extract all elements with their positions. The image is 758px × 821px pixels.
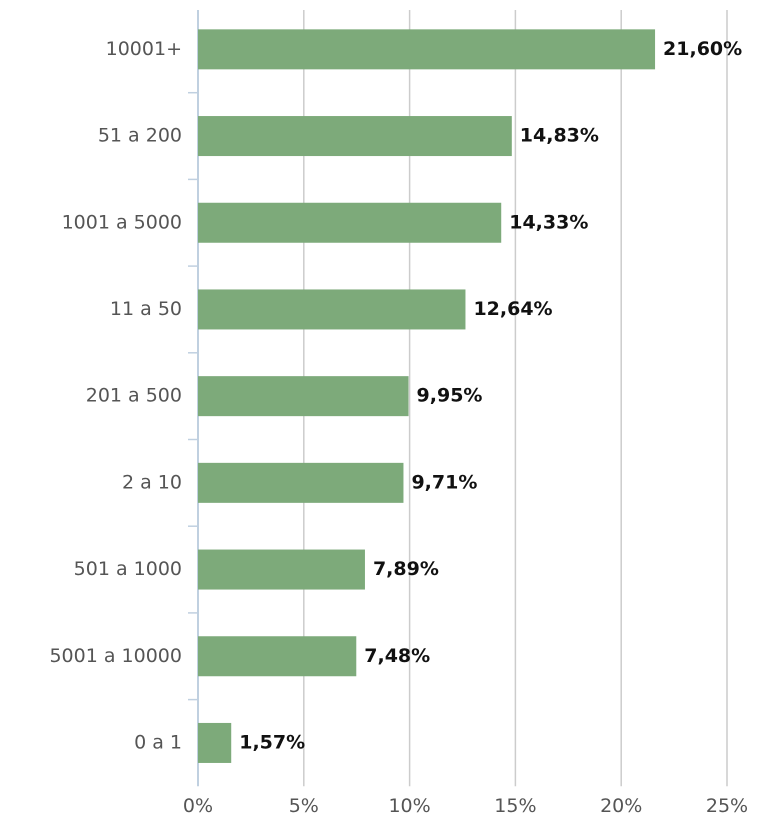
value-label: 12,64% — [473, 298, 552, 320]
bar — [198, 636, 357, 677]
value-label: 9,95% — [417, 385, 483, 407]
bar — [198, 722, 232, 763]
y-tick-label: 10001+ — [106, 38, 182, 60]
y-tick-label: 51 a 200 — [98, 125, 182, 147]
y-tick-label: 1001 a 5000 — [62, 211, 182, 233]
x-tick-label: 15% — [494, 795, 536, 817]
value-label: 14,33% — [509, 211, 588, 233]
bar — [198, 289, 466, 330]
y-tick-label: 11 a 50 — [110, 298, 182, 320]
y-tick-label: 0 a 1 — [134, 731, 182, 753]
x-tick-label: 0% — [183, 795, 213, 817]
x-tick-label: 10% — [388, 795, 430, 817]
y-tick-label: 501 a 1000 — [74, 558, 182, 580]
y-tick-label: 5001 a 10000 — [49, 645, 182, 667]
bar — [198, 29, 656, 70]
x-tick-label: 25% — [706, 795, 748, 817]
value-label: 21,60% — [663, 38, 742, 60]
value-label: 1,57% — [239, 731, 305, 753]
value-label: 9,71% — [411, 471, 477, 493]
bar — [198, 462, 404, 503]
y-tick-label: 201 a 500 — [86, 385, 182, 407]
value-label: 14,83% — [520, 125, 599, 147]
value-label: 7,89% — [373, 558, 439, 580]
x-tick-label: 20% — [600, 795, 642, 817]
bar — [198, 549, 365, 590]
bar — [198, 202, 502, 243]
y-tick-label: 2 a 10 — [122, 471, 182, 493]
bar — [198, 116, 512, 157]
value-label: 7,48% — [364, 645, 430, 667]
bar — [198, 376, 409, 417]
x-tick-label: 5% — [289, 795, 319, 817]
